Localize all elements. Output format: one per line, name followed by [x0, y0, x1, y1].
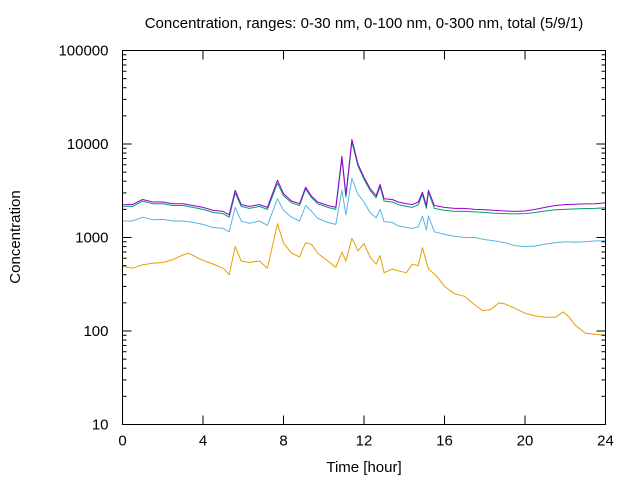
x-tick-label: 12: [356, 433, 373, 450]
y-axis-label: Concentration: [7, 190, 24, 283]
series-line-1: [122, 223, 606, 336]
x-tick-label: 20: [517, 433, 534, 450]
x-tick-label: 8: [279, 433, 287, 450]
x-tick-label: 24: [597, 433, 614, 450]
series-line-4: [122, 138, 606, 216]
y-tick-label: 1000: [75, 230, 108, 247]
x-tick-label: 16: [436, 433, 453, 450]
series-line-3: [122, 141, 606, 218]
x-tick-label: 4: [199, 433, 207, 450]
x-axis-label: Time [hour]: [326, 459, 401, 476]
y-tick-label: 100: [83, 323, 108, 340]
y-tick-label: 10: [92, 417, 109, 434]
plot-frame: [122, 50, 606, 425]
series-line-2: [122, 177, 606, 248]
x-tick-label: 0: [118, 433, 126, 450]
y-tick-label: 10000: [67, 136, 109, 153]
y-tick-label: 100000: [58, 43, 108, 60]
chart-title: Concentration, ranges: 0-30 nm, 0-100 nm…: [145, 15, 584, 32]
tick-layer: 0 4 8 12 16 20 24 10 100 1000 10000 100000: [58, 43, 613, 450]
series-layer: [122, 138, 606, 336]
